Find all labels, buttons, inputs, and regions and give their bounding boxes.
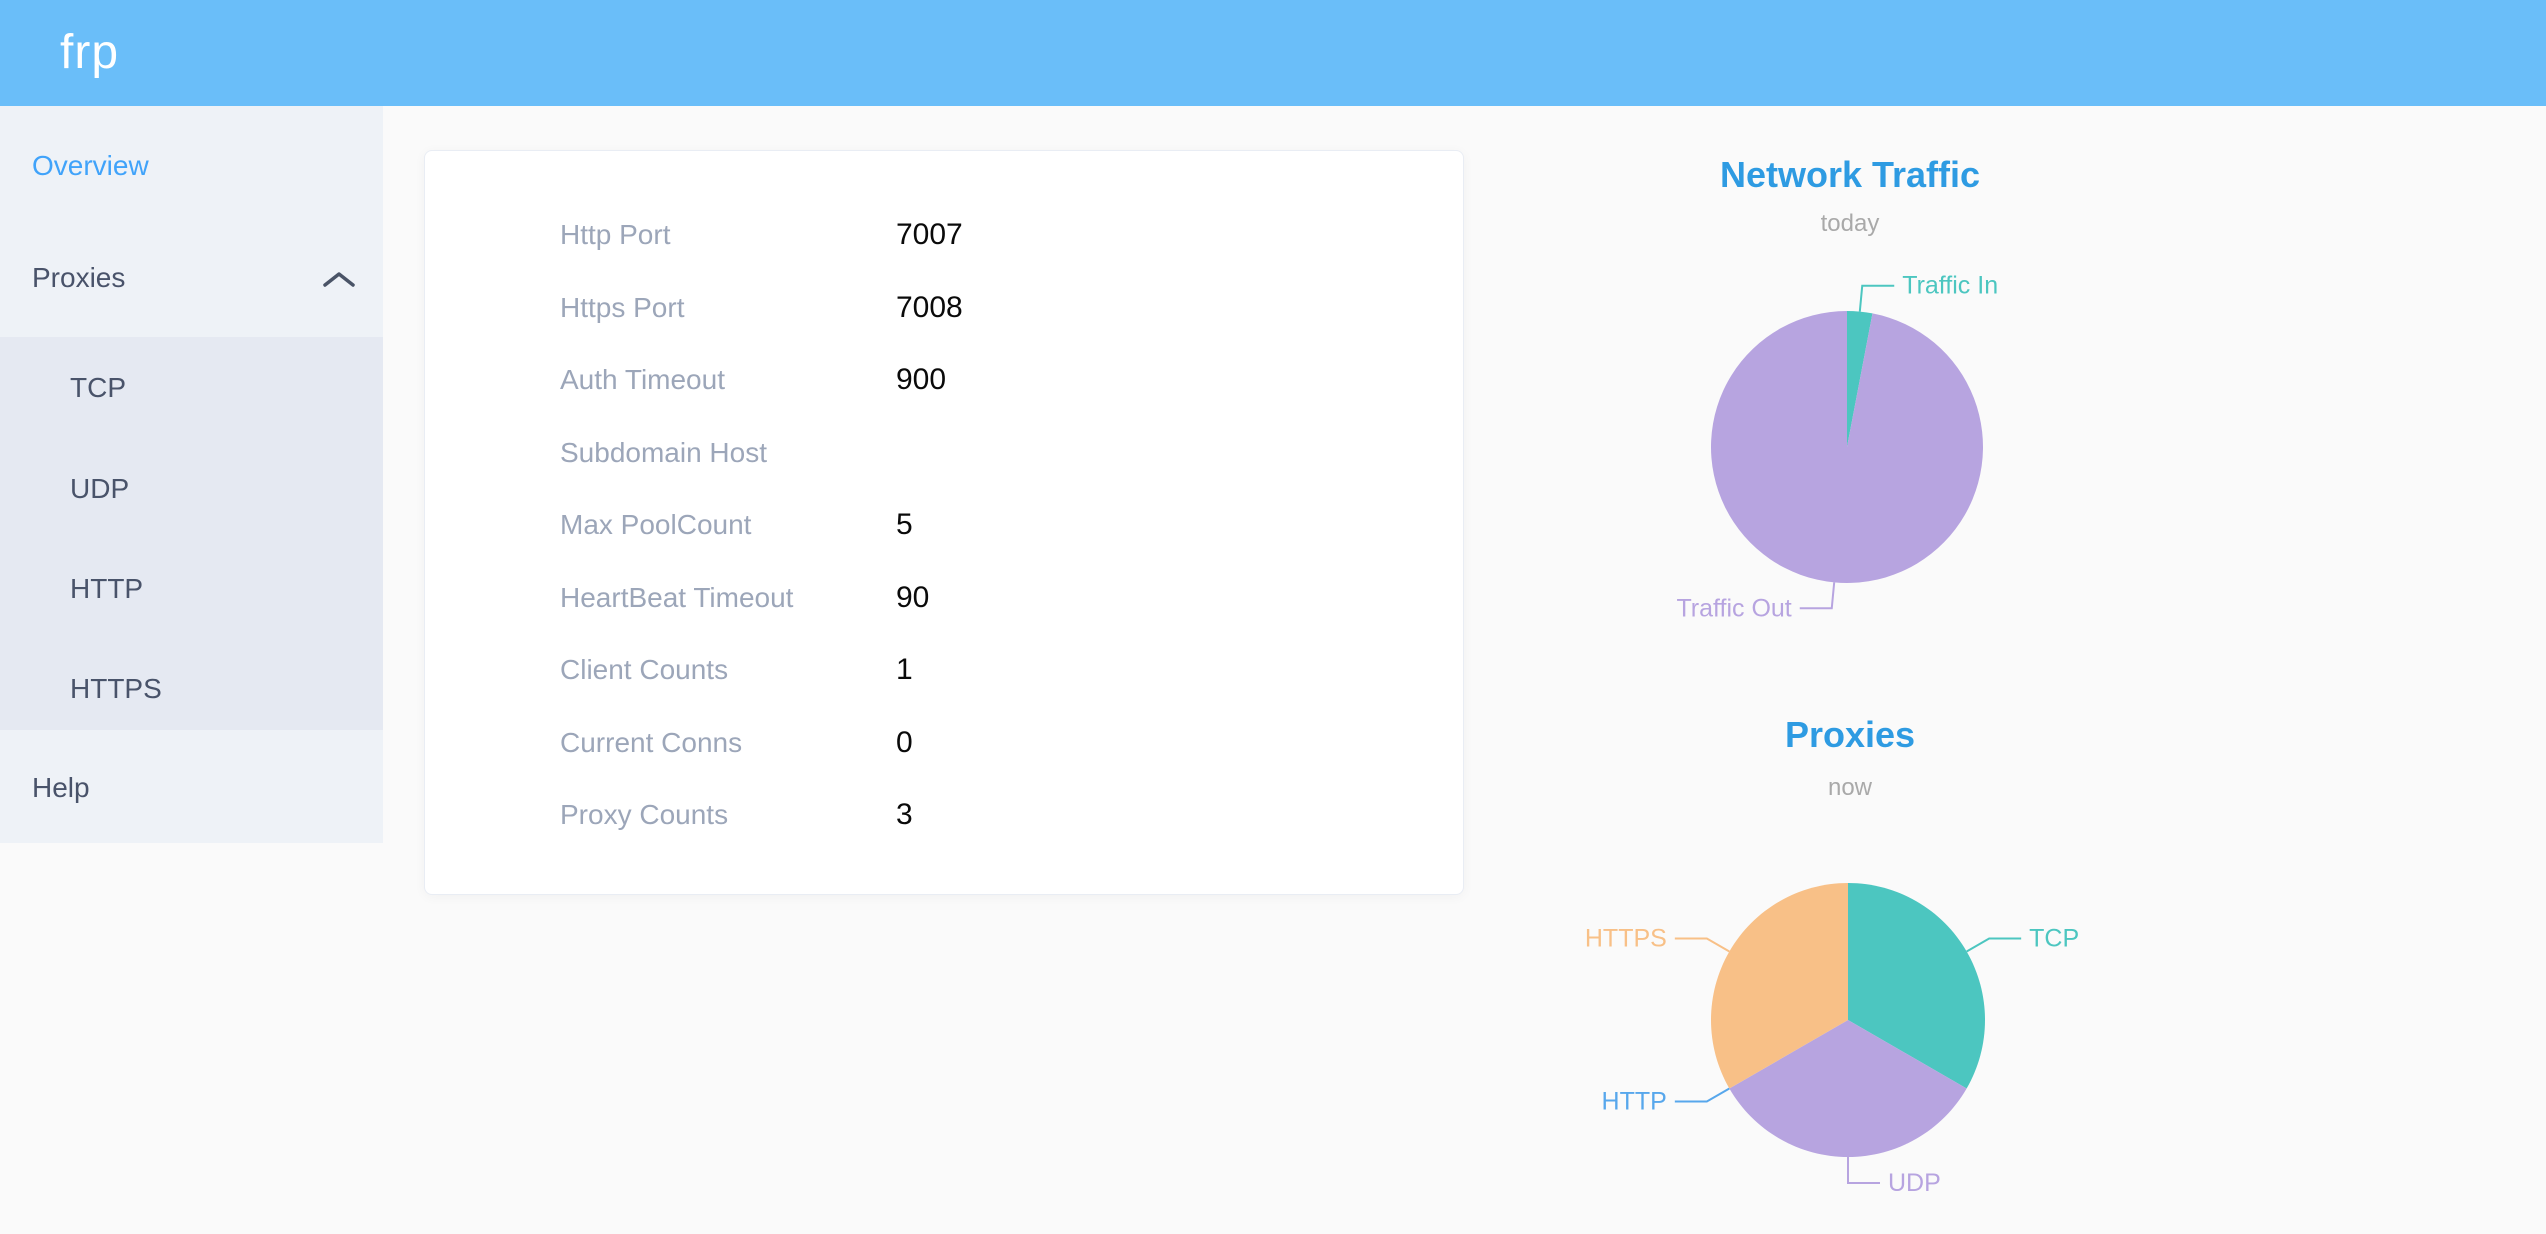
sidebar-item-http[interactable]: HTTP [0, 559, 383, 619]
chevron-up-icon [323, 272, 355, 287]
sidebar-item-proxies[interactable]: Proxies [0, 248, 383, 308]
sidebar-item-tcp[interactable]: TCP [0, 358, 383, 418]
sidebar-item-help[interactable]: Help [0, 758, 383, 818]
pie-leaderline-http [1674, 1087, 1730, 1103]
proxies-pie-chart: TCP UDP HTTP HTTPS [1585, 883, 2079, 1197]
pie-leaderline-https [1674, 937, 1730, 953]
sidebar-item-label: TCP [70, 372, 126, 403]
info-row-proxy-counts: Proxy Counts 3 [425, 779, 1463, 852]
network-traffic-pie-chart: Traffic In Traffic Out [1676, 272, 1998, 623]
info-value: 0 [896, 725, 913, 759]
chart-subtitle-proxies: now [1827, 774, 1873, 801]
info-label: Max PoolCount [560, 509, 752, 541]
info-row-max-poolcount: Max PoolCount 5 [425, 489, 1463, 562]
pie-leaderline-tcp [1966, 937, 2022, 953]
info-label: Client Counts [560, 654, 729, 686]
pie-slice-tcp[interactable] [1848, 883, 1985, 1089]
info-value: 7008 [896, 290, 963, 324]
chart-subtitle-network-traffic: today [1820, 210, 1880, 237]
sidebar-item-label: HTTPS [70, 673, 162, 704]
info-value: 900 [896, 363, 947, 397]
sidebar-item-https[interactable]: HTTPS [0, 659, 383, 719]
sidebar-item-udp[interactable]: UDP [0, 459, 383, 519]
info-value: 7007 [896, 218, 963, 252]
sidebar-item-label: Proxies [32, 262, 126, 293]
pie-slice-udp[interactable] [1729, 1020, 1967, 1157]
server-info-card: Http Port 7007 Https Port 7008 Auth Time… [424, 150, 1464, 895]
pie-label-https: HTTPS [1585, 925, 1667, 953]
pie-slice-traffic-in[interactable] [1847, 311, 1873, 447]
info-row-http-port: Http Port 7007 [425, 199, 1463, 272]
info-row-auth-timeout: Auth Timeout 900 [425, 344, 1463, 417]
chart-title-network-traffic: Network Traffic [1719, 154, 1981, 195]
pie-slice-traffic-out[interactable] [1711, 311, 1983, 583]
info-label: Https Port [560, 291, 685, 323]
info-row-subdomain-host: Subdomain Host [425, 417, 1463, 490]
chart-title-proxies: Proxies [1784, 714, 1916, 755]
info-row-current-conns: Current Conns 0 [425, 707, 1463, 780]
pie-label-tcp: TCP [2029, 925, 2079, 953]
sidebar-item-overview[interactable]: Overview [0, 136, 383, 196]
info-value: 90 [896, 580, 930, 614]
pie-slice-https[interactable] [1711, 883, 1848, 1089]
info-label: Auth Timeout [560, 364, 725, 396]
info-label: Http Port [560, 219, 671, 251]
info-value: 1 [896, 653, 913, 687]
info-value: 3 [896, 798, 913, 832]
info-row-heartbeat-timeout: HeartBeat Timeout 90 [425, 562, 1463, 635]
info-row-https-port: Https Port 7008 [425, 272, 1463, 345]
app-logo: frp [60, 26, 120, 79]
sidebar-item-label: Overview [32, 150, 149, 181]
sidebar: Overview Proxies TCP UDP HTTP HTTPS Help [0, 106, 383, 843]
info-label: Current Conns [560, 726, 743, 758]
pie-leaderline-traffic-out [1799, 582, 1836, 610]
info-label: Subdomain Host [560, 436, 768, 468]
sidebar-submenu-proxies: TCP UDP HTTP HTTPS [0, 337, 383, 730]
sidebar-item-label: Help [32, 772, 90, 803]
info-label: Proxy Counts [560, 799, 729, 831]
sidebar-item-label: UDP [70, 473, 130, 504]
app-header: frp [0, 0, 2546, 106]
info-label: HeartBeat Timeout [560, 581, 794, 613]
info-value: 5 [896, 508, 913, 542]
pie-label-http: HTTP [1602, 1088, 1667, 1116]
pie-label-traffic-in: Traffic In [1902, 272, 1998, 300]
pie-label-traffic-out: Traffic Out [1676, 594, 1791, 622]
pie-leaderline-udp [1847, 1157, 1880, 1184]
pie-label-udp: UDP [1888, 1169, 1941, 1197]
info-row-client-counts: Client Counts 1 [425, 634, 1463, 707]
pie-leaderline-traffic-in [1858, 284, 1895, 312]
sidebar-item-label: HTTP [70, 573, 144, 604]
